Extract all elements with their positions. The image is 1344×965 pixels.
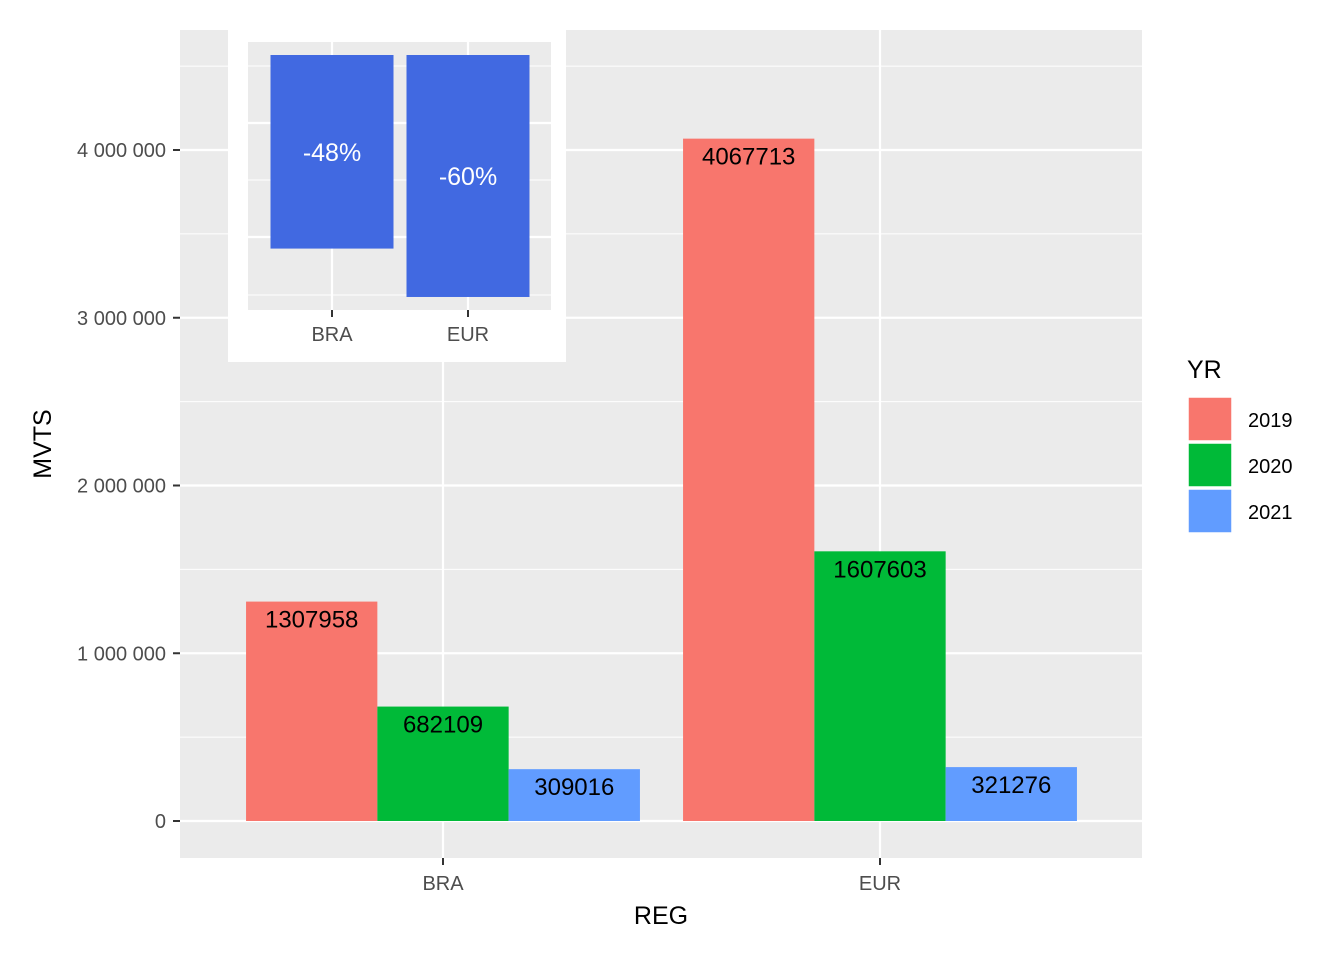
bar-bra-2021 (508, 769, 640, 821)
bar-label: 309016 (534, 774, 614, 801)
bars (246, 138, 1077, 822)
bar-label: 682109 (403, 712, 483, 739)
legend-label: 2019 (1248, 410, 1293, 432)
bar-labels: 1307958 682109 309016 4067713 1607603 321276 (265, 144, 1051, 802)
y-axis: 0 1 000 000 2 000 000 3 000 000 4 000 000 (77, 140, 180, 833)
y-tick-label: 3 000 000 (77, 308, 166, 330)
y-tick-label: 4 000 000 (77, 140, 166, 162)
inset-bars (270, 55, 530, 297)
inset-bar-label: -60% (439, 163, 497, 191)
x-axis-title: REG (634, 902, 688, 930)
legend-label: 2021 (1248, 502, 1293, 524)
y-tick-label: 2 000 000 (77, 476, 166, 498)
legend: YR 2019 2020 2021 (1187, 356, 1293, 534)
bar-eur-2019 (683, 138, 815, 822)
bar-eur-2020 (814, 551, 946, 821)
bar-label: 1307958 (265, 607, 358, 634)
legend-title: YR (1187, 356, 1222, 384)
bar-bra-2019 (246, 601, 378, 821)
inset-chart: -48% -60% BRA EUR (228, 30, 566, 362)
inset-bar-bra (270, 55, 394, 249)
legend-items: 2019 2020 2021 (1187, 396, 1293, 534)
bar-label: 321276 (971, 772, 1051, 799)
x-tick-label: BRA (422, 873, 464, 895)
bar-eur-2021 (945, 767, 1077, 821)
inset-bar-eur (406, 55, 530, 297)
inset-x-axis: BRA EUR (311, 310, 489, 346)
legend-key-2021 (1187, 488, 1233, 534)
inset-bar-label: -48% (303, 139, 361, 167)
inset-x-tick-label: EUR (447, 324, 489, 346)
legend-key-2019 (1187, 396, 1233, 442)
inset-x-tick-label: BRA (311, 324, 353, 346)
legend-label: 2020 (1248, 456, 1293, 478)
y-tick-label: 0 (155, 811, 166, 833)
bar-bra-2020 (377, 706, 509, 821)
x-tick-label: EUR (859, 873, 901, 895)
bar-label: 1607603 (833, 556, 926, 583)
y-tick-label: 1 000 000 (77, 643, 166, 665)
x-axis: BRA EUR (422, 858, 901, 895)
inset-labels: -48% -60% (303, 139, 497, 191)
bar-label: 4067713 (702, 144, 795, 171)
legend-key-2020 (1187, 442, 1233, 488)
y-axis-title: MVTS (29, 409, 57, 478)
